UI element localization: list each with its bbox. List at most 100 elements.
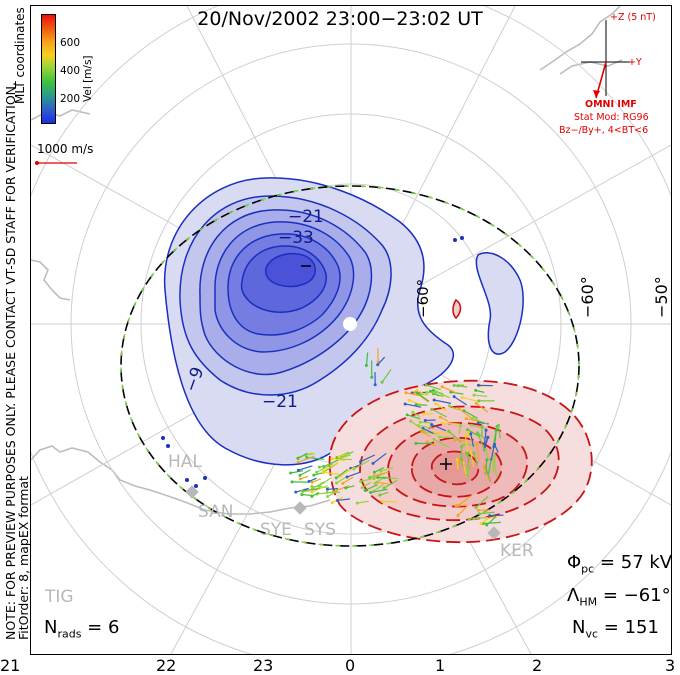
imf-z-label: +Z (5 nT) — [610, 12, 656, 23]
n-rads-value: 6 — [108, 617, 119, 638]
velocity-vector-origin — [441, 385, 444, 388]
velocity-vector-origin — [194, 484, 198, 488]
mlt-label-0: 0 — [345, 656, 355, 675]
imf-clock-dial — [581, 20, 633, 98]
velocity-vector-origin — [299, 477, 302, 480]
velocity-vector-origin — [425, 384, 428, 387]
pole-marker — [343, 317, 357, 331]
velocity-vector-origin — [298, 474, 301, 477]
velocity-vector-origin — [326, 495, 329, 498]
latitude-label-60-inner: −60° — [414, 279, 432, 318]
contour-label-1: −21 — [288, 207, 324, 227]
velocity-vector-origin — [481, 425, 484, 428]
radar-station-marker — [294, 502, 306, 514]
velocity-vector-origin — [370, 376, 373, 379]
velocity-vector-origin — [289, 471, 292, 474]
mlt-label-22: 22 — [156, 656, 176, 675]
velocity-vector-origin — [373, 471, 376, 474]
velocity-vector-origin — [469, 432, 472, 435]
velocity-vector-origin — [469, 450, 472, 453]
velocity-vector-origin — [406, 413, 409, 416]
velocity-vector-origin — [466, 467, 469, 470]
n-rads-stat: Nrads = 6 — [44, 617, 119, 641]
station-label-ker: KER — [500, 541, 534, 561]
velocity-vector-origin — [470, 424, 473, 427]
velocity-vector-origin — [459, 424, 462, 427]
velocity-vector-origin — [472, 517, 475, 520]
velocity-vector-origin — [404, 402, 407, 405]
velocity-colorbar — [41, 14, 56, 124]
n-vc-value: 151 — [625, 617, 659, 638]
velocity-vector-origin — [409, 420, 412, 423]
lambda-hm-value: −61° — [624, 585, 671, 606]
velocity-vector-origin — [365, 364, 368, 367]
velocity-vector-origin — [372, 462, 375, 465]
station-label-san: SAN — [198, 502, 233, 522]
velocity-vector-origin — [359, 480, 362, 483]
velocity-vector-origin — [467, 431, 470, 434]
velocity-vector-origin — [488, 514, 491, 517]
station-label-tig: TIG — [45, 587, 74, 607]
phi-pc-stat: Φpc = 57 kV — [567, 552, 672, 576]
velocity-vector-origin — [477, 399, 480, 402]
latitude-label-60-right: −60° — [578, 276, 597, 318]
velocity-vector-origin — [297, 461, 300, 464]
colorbar-label: Vel [m/s] — [82, 55, 94, 102]
mlt-label-1: 1 — [435, 656, 445, 675]
velocity-vector-origin — [381, 381, 384, 384]
velocity-vector-origin — [493, 454, 496, 457]
velocity-vector — [319, 478, 331, 486]
velocity-vector-origin — [456, 514, 459, 517]
velocity-vector-origin — [430, 408, 433, 411]
velocity-vector-origin — [420, 430, 423, 433]
velocity-vector-origin — [453, 384, 456, 387]
velocity-vector-origin — [475, 442, 478, 445]
velocity-vector-origin — [424, 419, 427, 422]
velocity-vector-origin — [380, 500, 383, 503]
latitude-label-50: −50° — [652, 276, 671, 318]
station-label-hal: HAL — [168, 452, 202, 472]
colorbar-tick-600: 600 — [60, 37, 80, 49]
velocity-vector-origin — [461, 396, 464, 399]
velocity-vector-origin — [474, 506, 477, 509]
preview-note: NOTE: FOR PREVIEW PURPOSES ONLY. PLEASE … — [4, 82, 30, 640]
velocity-vector-origin — [497, 424, 500, 427]
velocity-vector-origin — [340, 456, 343, 459]
velocity-vector-origin — [439, 416, 442, 419]
velocity-vector-origin — [374, 383, 377, 386]
velocity-vector-origin — [359, 460, 362, 463]
velocity-vector-origin — [453, 439, 456, 442]
velocity-vector-origin — [161, 436, 165, 440]
velocity-vector — [291, 471, 303, 473]
velocity-vector-origin — [315, 471, 318, 474]
velocity-vector-origin — [310, 495, 313, 498]
velocity-vector-origin — [465, 417, 468, 420]
velocity-vector-origin — [433, 398, 436, 401]
imf-condition-label: Bz−/By+, 4<BT<6 — [559, 125, 648, 136]
velocity-vector-origin — [485, 524, 488, 527]
velocity-vector — [464, 444, 477, 445]
velocity-vector-origin — [495, 429, 498, 432]
velocity-vector — [378, 477, 390, 478]
velocity-vector-origin — [430, 423, 433, 426]
velocity-vector-origin — [455, 504, 458, 507]
velocity-vector-origin — [463, 443, 466, 446]
velocity-vector-origin — [432, 438, 435, 441]
contour-label-2: −33 — [278, 228, 314, 248]
velocity-vector-origin — [458, 407, 461, 410]
velocity-vector — [382, 501, 397, 502]
velocity-vector-origin — [383, 486, 386, 489]
velocity-vector-origin — [318, 484, 321, 487]
velocity-vector-origin — [477, 434, 480, 437]
velocity-vector-origin — [308, 480, 311, 483]
velocity-vector-origin — [405, 391, 408, 394]
mlt-label-2: 2 — [532, 656, 542, 675]
velocity-vector-origin — [485, 429, 488, 432]
velocity-vector-origin — [203, 476, 207, 480]
velocity-vector-origin — [478, 512, 481, 515]
velocity-vector — [420, 422, 431, 423]
velocity-vector-origin — [326, 491, 329, 494]
map-title: 20/Nov/2002 23:00−23:02 UT — [0, 8, 680, 30]
velocity-vector-origin — [166, 444, 170, 448]
velocity-vector-origin — [185, 478, 189, 482]
